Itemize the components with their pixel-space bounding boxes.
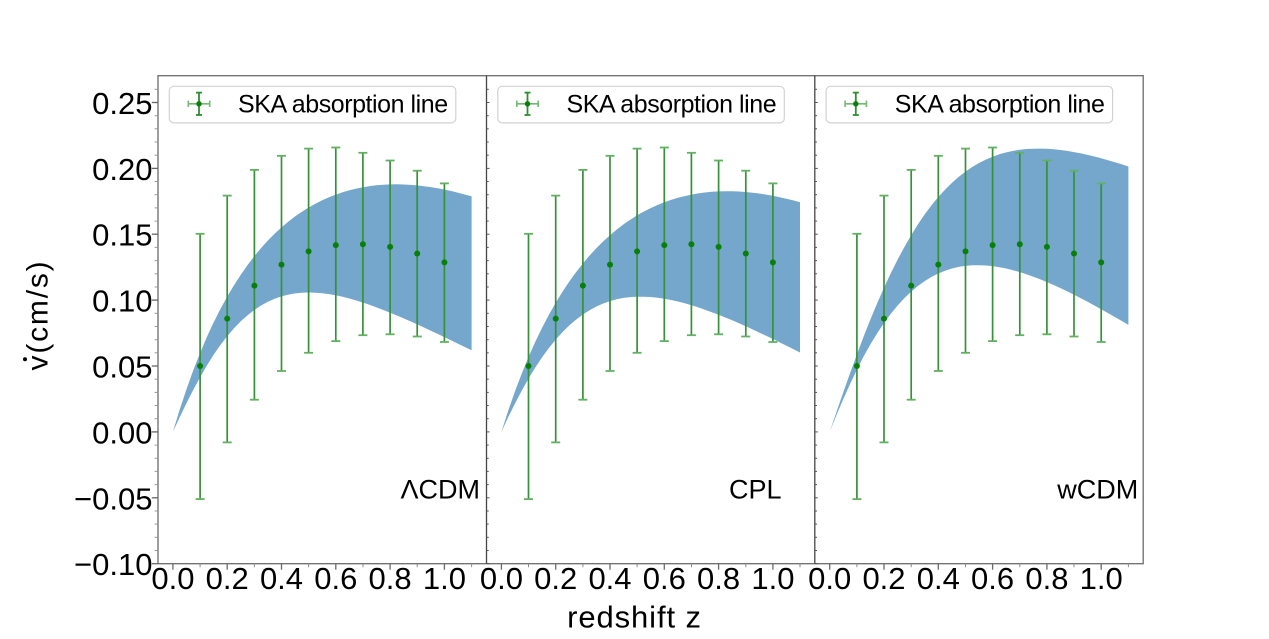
svg-text:0.2: 0.2 bbox=[206, 561, 249, 596]
svg-text:0.0: 0.0 bbox=[480, 561, 523, 596]
svg-text:1.0: 1.0 bbox=[423, 561, 466, 596]
svg-text:v(cm/s): v(cm/s) bbox=[21, 260, 54, 371]
svg-text:0.4: 0.4 bbox=[260, 561, 303, 596]
svg-text:SKA absorption line: SKA absorption line bbox=[895, 91, 1105, 119]
svg-text:1.0: 1.0 bbox=[751, 561, 794, 596]
svg-text:0.05: 0.05 bbox=[92, 350, 152, 385]
svg-text:SKA absorption line: SKA absorption line bbox=[567, 91, 777, 119]
svg-text:0.8: 0.8 bbox=[369, 561, 412, 596]
svg-text:−0.05: −0.05 bbox=[74, 481, 152, 516]
svg-text:ΛCDM: ΛCDM bbox=[401, 474, 481, 504]
svg-text:0.2: 0.2 bbox=[862, 561, 905, 596]
svg-text:0.4: 0.4 bbox=[588, 561, 631, 596]
svg-text:0.6: 0.6 bbox=[971, 561, 1014, 596]
svg-text:wCDM: wCDM bbox=[1056, 474, 1138, 504]
svg-text:0.2: 0.2 bbox=[534, 561, 577, 596]
svg-text:0.15: 0.15 bbox=[92, 218, 152, 253]
svg-text:0.0: 0.0 bbox=[151, 561, 194, 596]
svg-text:0.0: 0.0 bbox=[808, 561, 851, 596]
svg-text:−0.10: −0.10 bbox=[74, 547, 152, 582]
svg-text:0.20: 0.20 bbox=[92, 152, 152, 187]
svg-text:0.6: 0.6 bbox=[314, 561, 357, 596]
svg-text:0.8: 0.8 bbox=[1025, 561, 1068, 596]
svg-text:redshift z: redshift z bbox=[567, 600, 702, 635]
svg-text:SKA absorption line: SKA absorption line bbox=[238, 91, 448, 119]
svg-text:1.0: 1.0 bbox=[1080, 561, 1123, 596]
svg-text:0.25: 0.25 bbox=[92, 86, 152, 121]
svg-text:CPL: CPL bbox=[729, 474, 782, 504]
svg-text:0.8: 0.8 bbox=[697, 561, 740, 596]
svg-text:0.00: 0.00 bbox=[92, 415, 152, 450]
svg-text:0.4: 0.4 bbox=[917, 561, 960, 596]
svg-text:0.10: 0.10 bbox=[92, 284, 152, 319]
svg-text:0.6: 0.6 bbox=[643, 561, 686, 596]
